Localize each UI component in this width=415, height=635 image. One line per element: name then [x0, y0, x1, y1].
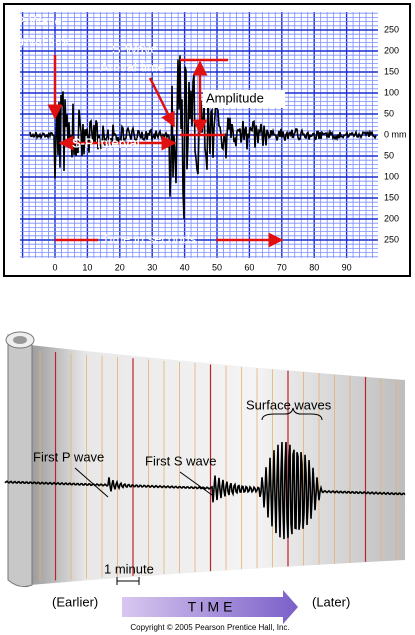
x-tick-label: 60	[244, 262, 254, 272]
label: Amplitude	[206, 90, 264, 105]
label: First S wave	[145, 453, 217, 468]
label: 1 minute	[104, 561, 154, 576]
x-tick-label: 30	[147, 262, 157, 272]
x-tick-label: 90	[342, 262, 352, 272]
brace	[261, 407, 323, 421]
label: Arrival time	[8, 33, 73, 48]
pointer	[74, 467, 109, 498]
y-tick-label: 0 mm	[384, 129, 407, 139]
x-tick-label: 10	[82, 262, 92, 272]
x-tick-label: 50	[212, 262, 222, 272]
time-arrow	[122, 590, 298, 624]
x-tick-label: 20	[115, 262, 125, 272]
x-tick-label: 70	[277, 262, 287, 272]
x-tick-label: 0	[52, 262, 57, 272]
y-tick-label: 200	[384, 45, 399, 55]
y-tick-label: 200	[384, 213, 399, 223]
y-tick-label: 100	[384, 171, 399, 181]
copyright: Copyright © 2005 Pearson Prentice Hall, …	[130, 623, 289, 632]
label: Arrival time	[100, 59, 165, 74]
label: S-P Interval	[72, 135, 140, 150]
x-tick-label: 40	[180, 262, 190, 272]
y-tick-label: 50	[384, 108, 394, 118]
y-tick-label: 50	[384, 150, 394, 160]
label: S-Wave	[112, 41, 158, 56]
annotation-arrows	[47, 55, 284, 248]
y-tick-label: 250	[384, 234, 399, 244]
label: First P wave	[33, 449, 104, 464]
pointer	[179, 471, 213, 496]
drum-paper	[30, 345, 405, 585]
label: Time in seconds	[102, 231, 197, 246]
roll	[5, 331, 35, 588]
label: P-Wave	[16, 13, 62, 28]
y-tick-label: 150	[384, 66, 399, 76]
y-tick-label: 100	[384, 87, 399, 97]
drum-lines	[39, 350, 397, 582]
label: (Later)	[312, 594, 350, 609]
label: (Earlier)	[52, 594, 98, 609]
x-tick-label: 80	[309, 262, 319, 272]
y-tick-label: 150	[384, 192, 399, 202]
label: T I M E	[188, 599, 233, 615]
label: Surface waves	[246, 397, 332, 412]
drum-trace	[4, 441, 406, 540]
grid	[20, 12, 378, 258]
y-tick-label: 250	[384, 24, 399, 34]
